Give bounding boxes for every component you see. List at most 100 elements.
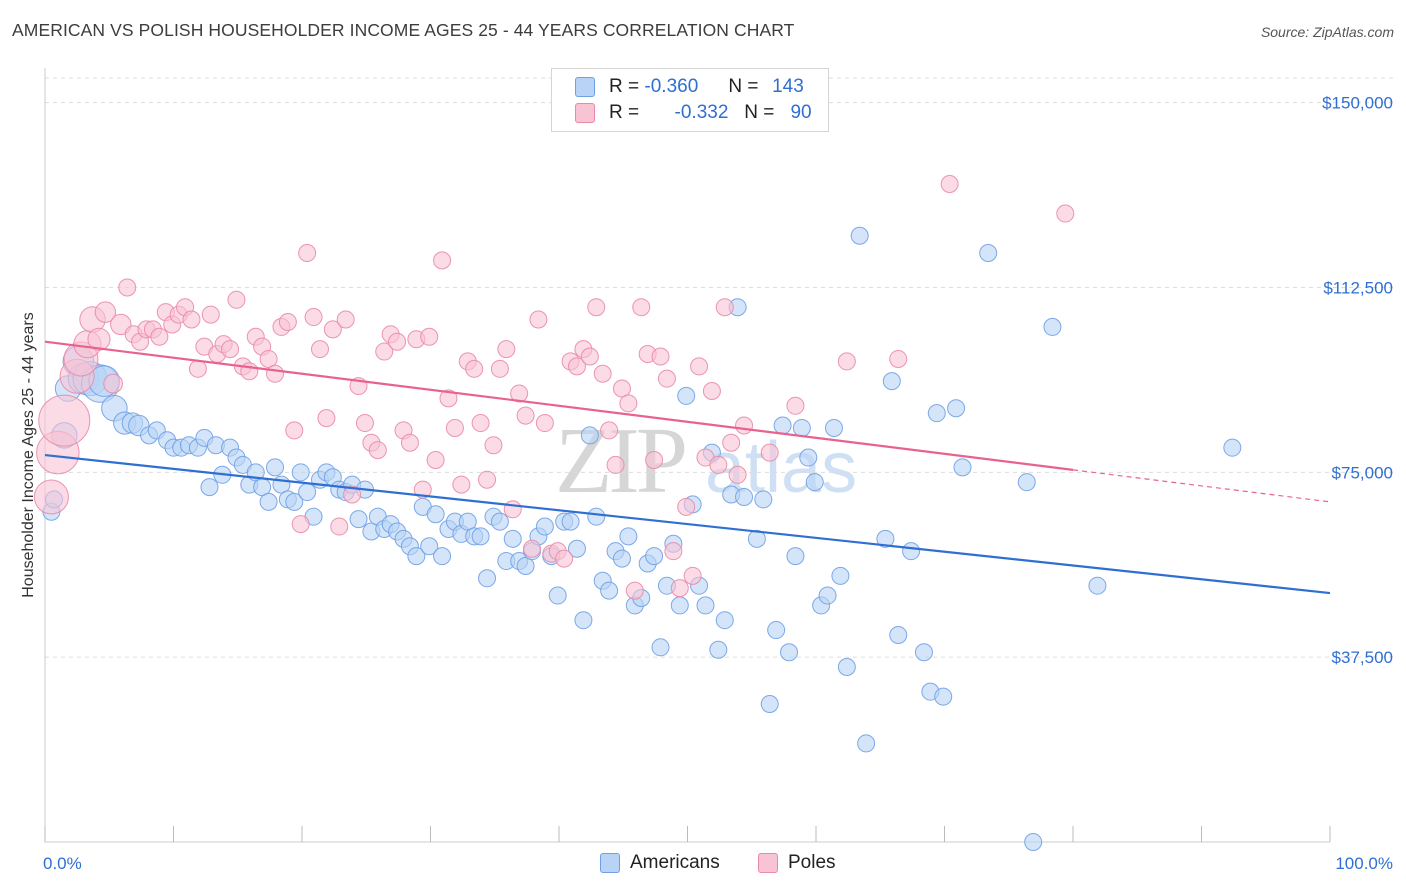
poles-point: [118, 278, 137, 297]
poles-point: [375, 342, 394, 361]
americans-point: [876, 529, 895, 548]
y-tick-label: $112,500: [1323, 278, 1393, 297]
poles-point: [291, 515, 310, 534]
poles-point: [786, 396, 805, 415]
poles-point: [298, 243, 317, 262]
poles-point: [478, 470, 497, 489]
americans-point: [580, 426, 599, 445]
americans-point: [1024, 833, 1043, 851]
poles-point: [110, 313, 132, 336]
poles-point: [103, 373, 123, 394]
americans-point: [747, 529, 766, 548]
poles-point: [690, 357, 709, 376]
americans-swatch: [600, 853, 620, 873]
poles-point: [323, 320, 342, 339]
poles-point: [837, 352, 856, 371]
americans-point: [767, 621, 786, 640]
americans-point: [1043, 317, 1062, 336]
americans-point: [600, 581, 619, 600]
americans-point: [850, 226, 869, 245]
legend-n-value: 143: [772, 76, 804, 97]
americans-point: [587, 507, 606, 526]
tick-labels: $37,500 $75,000 $112,500 $150,000 0.0% 100.0%: [43, 94, 1393, 873]
americans-point: [882, 372, 901, 391]
poles-point: [497, 340, 516, 359]
poles-point: [683, 566, 702, 585]
poles-point: [278, 312, 297, 331]
poles-point: [420, 327, 439, 346]
americans-point: [548, 586, 567, 605]
americans-point: [574, 611, 593, 630]
poles-point: [413, 480, 432, 499]
americans-point: [837, 658, 856, 677]
poles-point: [523, 539, 542, 558]
poles-point: [400, 433, 419, 452]
americans-point: [619, 527, 638, 546]
poles-point: [445, 418, 464, 437]
poles-point: [657, 369, 676, 388]
poles-point: [510, 384, 529, 403]
poles-point: [580, 347, 599, 366]
poles-point: [227, 290, 246, 309]
poles-trend-line: [44, 340, 1074, 471]
poles-point: [465, 359, 484, 378]
americans-point: [567, 539, 586, 558]
americans-point: [818, 586, 837, 605]
americans-point: [934, 687, 953, 706]
poles-point: [1056, 204, 1075, 223]
poles-point: [368, 441, 387, 460]
americans-legend-label: Americans: [630, 852, 720, 873]
poles-point: [940, 174, 959, 193]
legend-n-label: N =: [744, 102, 775, 123]
legend-r-label: R =: [609, 76, 640, 97]
americans-point: [735, 487, 754, 506]
americans-point: [503, 529, 522, 548]
y-tick-label: $75,000: [1332, 463, 1393, 482]
data-points: [33, 174, 1242, 851]
x-tick-label-max: 100.0%: [1335, 854, 1393, 873]
poles-point: [619, 394, 638, 413]
poles-point: [188, 359, 207, 378]
bottom-legend-poles: Poles: [758, 852, 836, 874]
americans-point: [259, 492, 278, 511]
poles-point: [304, 308, 323, 327]
poles-point: [471, 414, 490, 433]
americans-point: [1017, 473, 1036, 492]
americans-point: [696, 596, 715, 615]
americans-point: [490, 512, 509, 531]
americans-point: [645, 547, 664, 566]
trend-lines: [44, 340, 1331, 595]
americans-point: [709, 640, 728, 659]
poles-point: [645, 451, 664, 469]
americans-point: [953, 458, 972, 477]
legend-r-value: -0.332: [674, 102, 729, 123]
poles-point: [87, 327, 111, 351]
legend-row-poles: R = -0.332 N = 90: [575, 100, 812, 126]
correlation-legend: R = -0.360 N = 143 R = -0.332 N = 90: [551, 68, 829, 132]
poles-point: [735, 416, 754, 435]
americans-point: [824, 418, 843, 437]
americans-point: [291, 463, 310, 482]
poles-point: [651, 347, 670, 366]
poles-point: [439, 389, 458, 408]
poles-point: [593, 364, 612, 383]
legend-r-label: R =: [609, 102, 640, 123]
americans-point: [889, 625, 908, 644]
americans-point: [792, 418, 811, 437]
poles-point: [33, 479, 69, 515]
poles-swatch: [575, 103, 595, 123]
americans-point: [1223, 438, 1242, 457]
americans-point: [651, 638, 670, 657]
poles-point: [722, 433, 741, 452]
americans-point: [715, 611, 734, 630]
americans-point: [670, 596, 689, 615]
americans-point: [902, 542, 921, 561]
poles-point: [677, 497, 696, 516]
americans-point: [773, 416, 792, 435]
poles-point: [516, 406, 535, 425]
americans-point: [426, 505, 445, 524]
americans-point: [200, 478, 219, 497]
americans-point: [927, 404, 946, 423]
poles-point: [330, 517, 349, 536]
